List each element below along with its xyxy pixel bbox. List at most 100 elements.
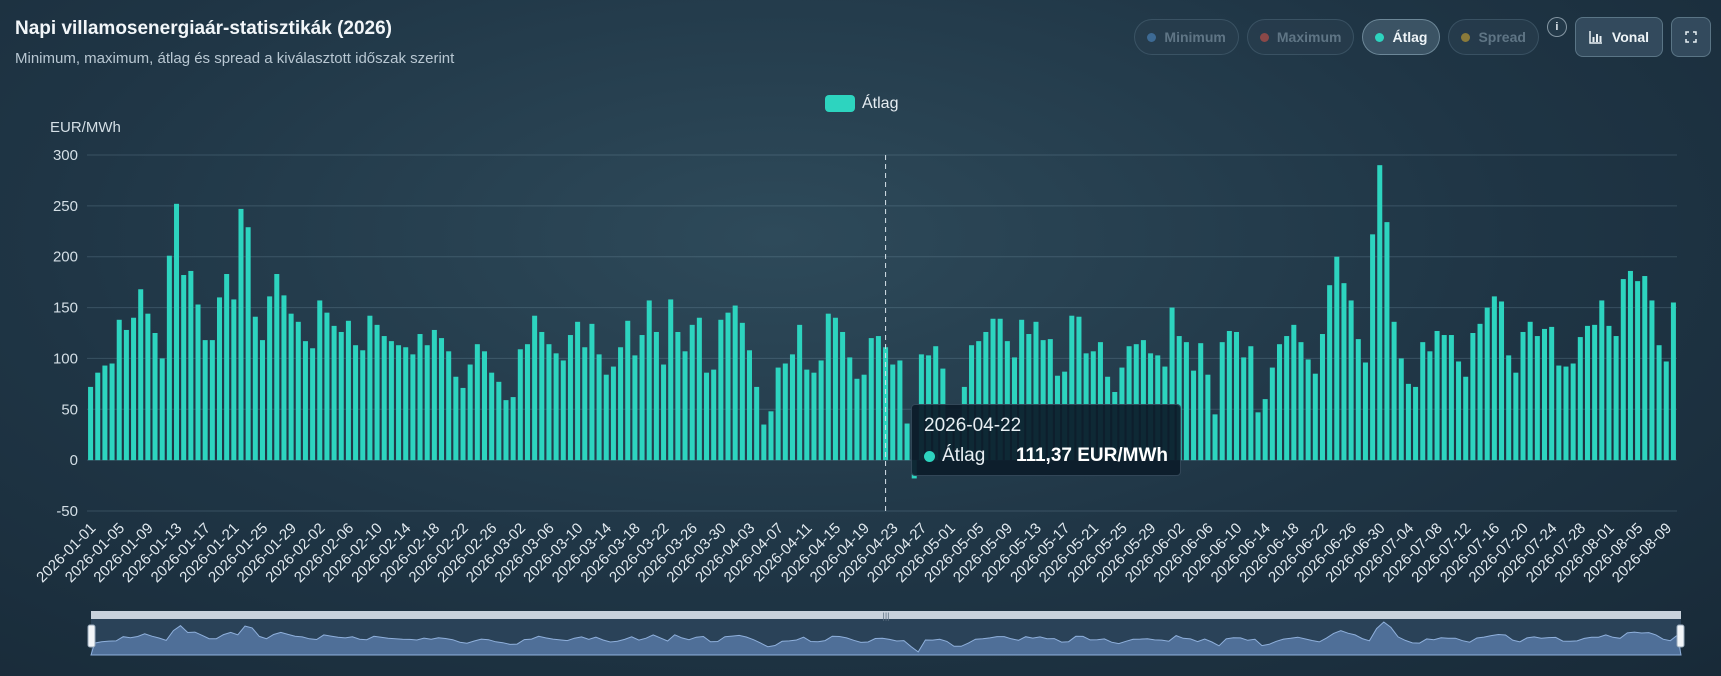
bar[interactable] xyxy=(403,347,409,461)
bar[interactable] xyxy=(567,335,573,461)
bar[interactable] xyxy=(1040,340,1046,461)
bar[interactable] xyxy=(818,360,824,461)
bar[interactable] xyxy=(890,364,896,461)
bar[interactable] xyxy=(1298,342,1304,461)
bar[interactable] xyxy=(1527,321,1533,461)
bar[interactable] xyxy=(976,341,982,461)
bar[interactable] xyxy=(696,317,702,461)
bar[interactable] xyxy=(532,315,538,461)
bar[interactable] xyxy=(596,354,602,461)
bar[interactable] xyxy=(1642,276,1648,461)
toggle-maximum[interactable]: Maximum xyxy=(1246,19,1355,55)
bar[interactable] xyxy=(159,358,165,461)
bar[interactable] xyxy=(503,400,509,461)
bar[interactable] xyxy=(88,386,94,461)
bar[interactable] xyxy=(281,295,287,461)
bar[interactable] xyxy=(789,354,795,461)
toggle-minimum[interactable]: Minimum xyxy=(1134,19,1239,55)
bar[interactable] xyxy=(661,364,667,461)
bar[interactable] xyxy=(374,324,380,461)
bar[interactable] xyxy=(1477,323,1483,461)
bar[interactable] xyxy=(1183,342,1189,461)
bar[interactable] xyxy=(1126,346,1132,461)
bar[interactable] xyxy=(983,331,989,461)
bar[interactable] xyxy=(1327,285,1333,461)
bar[interactable] xyxy=(653,331,659,461)
bar[interactable] xyxy=(439,338,445,461)
bar[interactable] xyxy=(1420,342,1426,461)
bar[interactable] xyxy=(546,344,552,461)
bar[interactable] xyxy=(603,374,609,461)
bar[interactable] xyxy=(166,255,172,461)
bar[interactable] xyxy=(725,312,731,461)
bar[interactable] xyxy=(345,320,351,461)
bar[interactable] xyxy=(668,299,674,461)
bar[interactable] xyxy=(732,305,738,461)
bar[interactable] xyxy=(646,300,652,461)
bar[interactable] xyxy=(825,313,831,461)
bar[interactable] xyxy=(1549,326,1555,461)
bar[interactable] xyxy=(324,312,330,461)
bar[interactable] xyxy=(711,369,717,461)
bar[interactable] xyxy=(718,319,724,461)
bar[interactable] xyxy=(1269,367,1275,461)
bar[interactable] xyxy=(524,344,530,461)
bar[interactable] xyxy=(868,338,874,461)
bar[interactable] xyxy=(575,321,581,461)
bar[interactable] xyxy=(467,364,473,461)
bar[interactable] xyxy=(1255,412,1261,461)
bar[interactable] xyxy=(990,318,996,461)
bar[interactable] xyxy=(1391,321,1397,461)
bar[interactable] xyxy=(782,363,788,461)
bar[interactable] xyxy=(1219,342,1225,461)
bar[interactable] xyxy=(231,299,237,461)
bar[interactable] xyxy=(1312,373,1318,461)
bar[interactable] xyxy=(410,354,416,461)
bar[interactable] xyxy=(145,313,151,461)
bar[interactable] xyxy=(1176,336,1182,461)
bar[interactable] xyxy=(1427,351,1433,461)
bar[interactable] xyxy=(353,345,359,461)
bar[interactable] xyxy=(553,353,559,461)
bar[interactable] xyxy=(840,331,846,461)
bar[interactable] xyxy=(388,341,394,461)
bar[interactable] xyxy=(1491,296,1497,461)
bar[interactable] xyxy=(1556,365,1562,461)
bar[interactable] xyxy=(259,340,265,461)
bar[interactable] xyxy=(883,347,889,461)
bar[interactable] xyxy=(704,372,710,461)
bar[interactable] xyxy=(969,345,975,461)
bar[interactable] xyxy=(1534,336,1540,461)
toggle-atlag[interactable]: Átlag xyxy=(1362,19,1441,55)
bar[interactable] xyxy=(1169,307,1175,461)
bar[interactable] xyxy=(754,386,760,461)
fullscreen-button[interactable] xyxy=(1671,17,1711,57)
bar[interactable] xyxy=(489,372,495,461)
bar[interactable] xyxy=(1584,325,1590,461)
bar[interactable] xyxy=(1484,307,1490,461)
bar[interactable] xyxy=(510,397,516,461)
bar[interactable] xyxy=(1341,283,1347,461)
bar[interactable] xyxy=(539,331,545,461)
bar[interactable] xyxy=(331,325,337,461)
bar[interactable] xyxy=(224,274,230,461)
bar[interactable] xyxy=(1362,362,1368,461)
bar[interactable] xyxy=(739,322,745,461)
bar[interactable] xyxy=(797,324,803,461)
bar[interactable] xyxy=(424,345,430,461)
bar[interactable] xyxy=(95,372,101,461)
bar[interactable] xyxy=(1262,399,1268,461)
bar[interactable] xyxy=(274,274,280,461)
bar[interactable] xyxy=(1577,337,1583,461)
bar[interactable] xyxy=(560,360,566,461)
bar[interactable] xyxy=(1284,336,1290,461)
bar[interactable] xyxy=(1434,330,1440,461)
bar[interactable] xyxy=(295,321,301,461)
bar[interactable] xyxy=(632,355,638,461)
bar[interactable] xyxy=(417,334,423,461)
bar[interactable] xyxy=(1456,361,1462,461)
bar[interactable] xyxy=(1506,355,1512,461)
bar[interactable] xyxy=(933,346,939,461)
bars[interactable] xyxy=(88,165,1676,479)
bar[interactable] xyxy=(453,376,459,461)
